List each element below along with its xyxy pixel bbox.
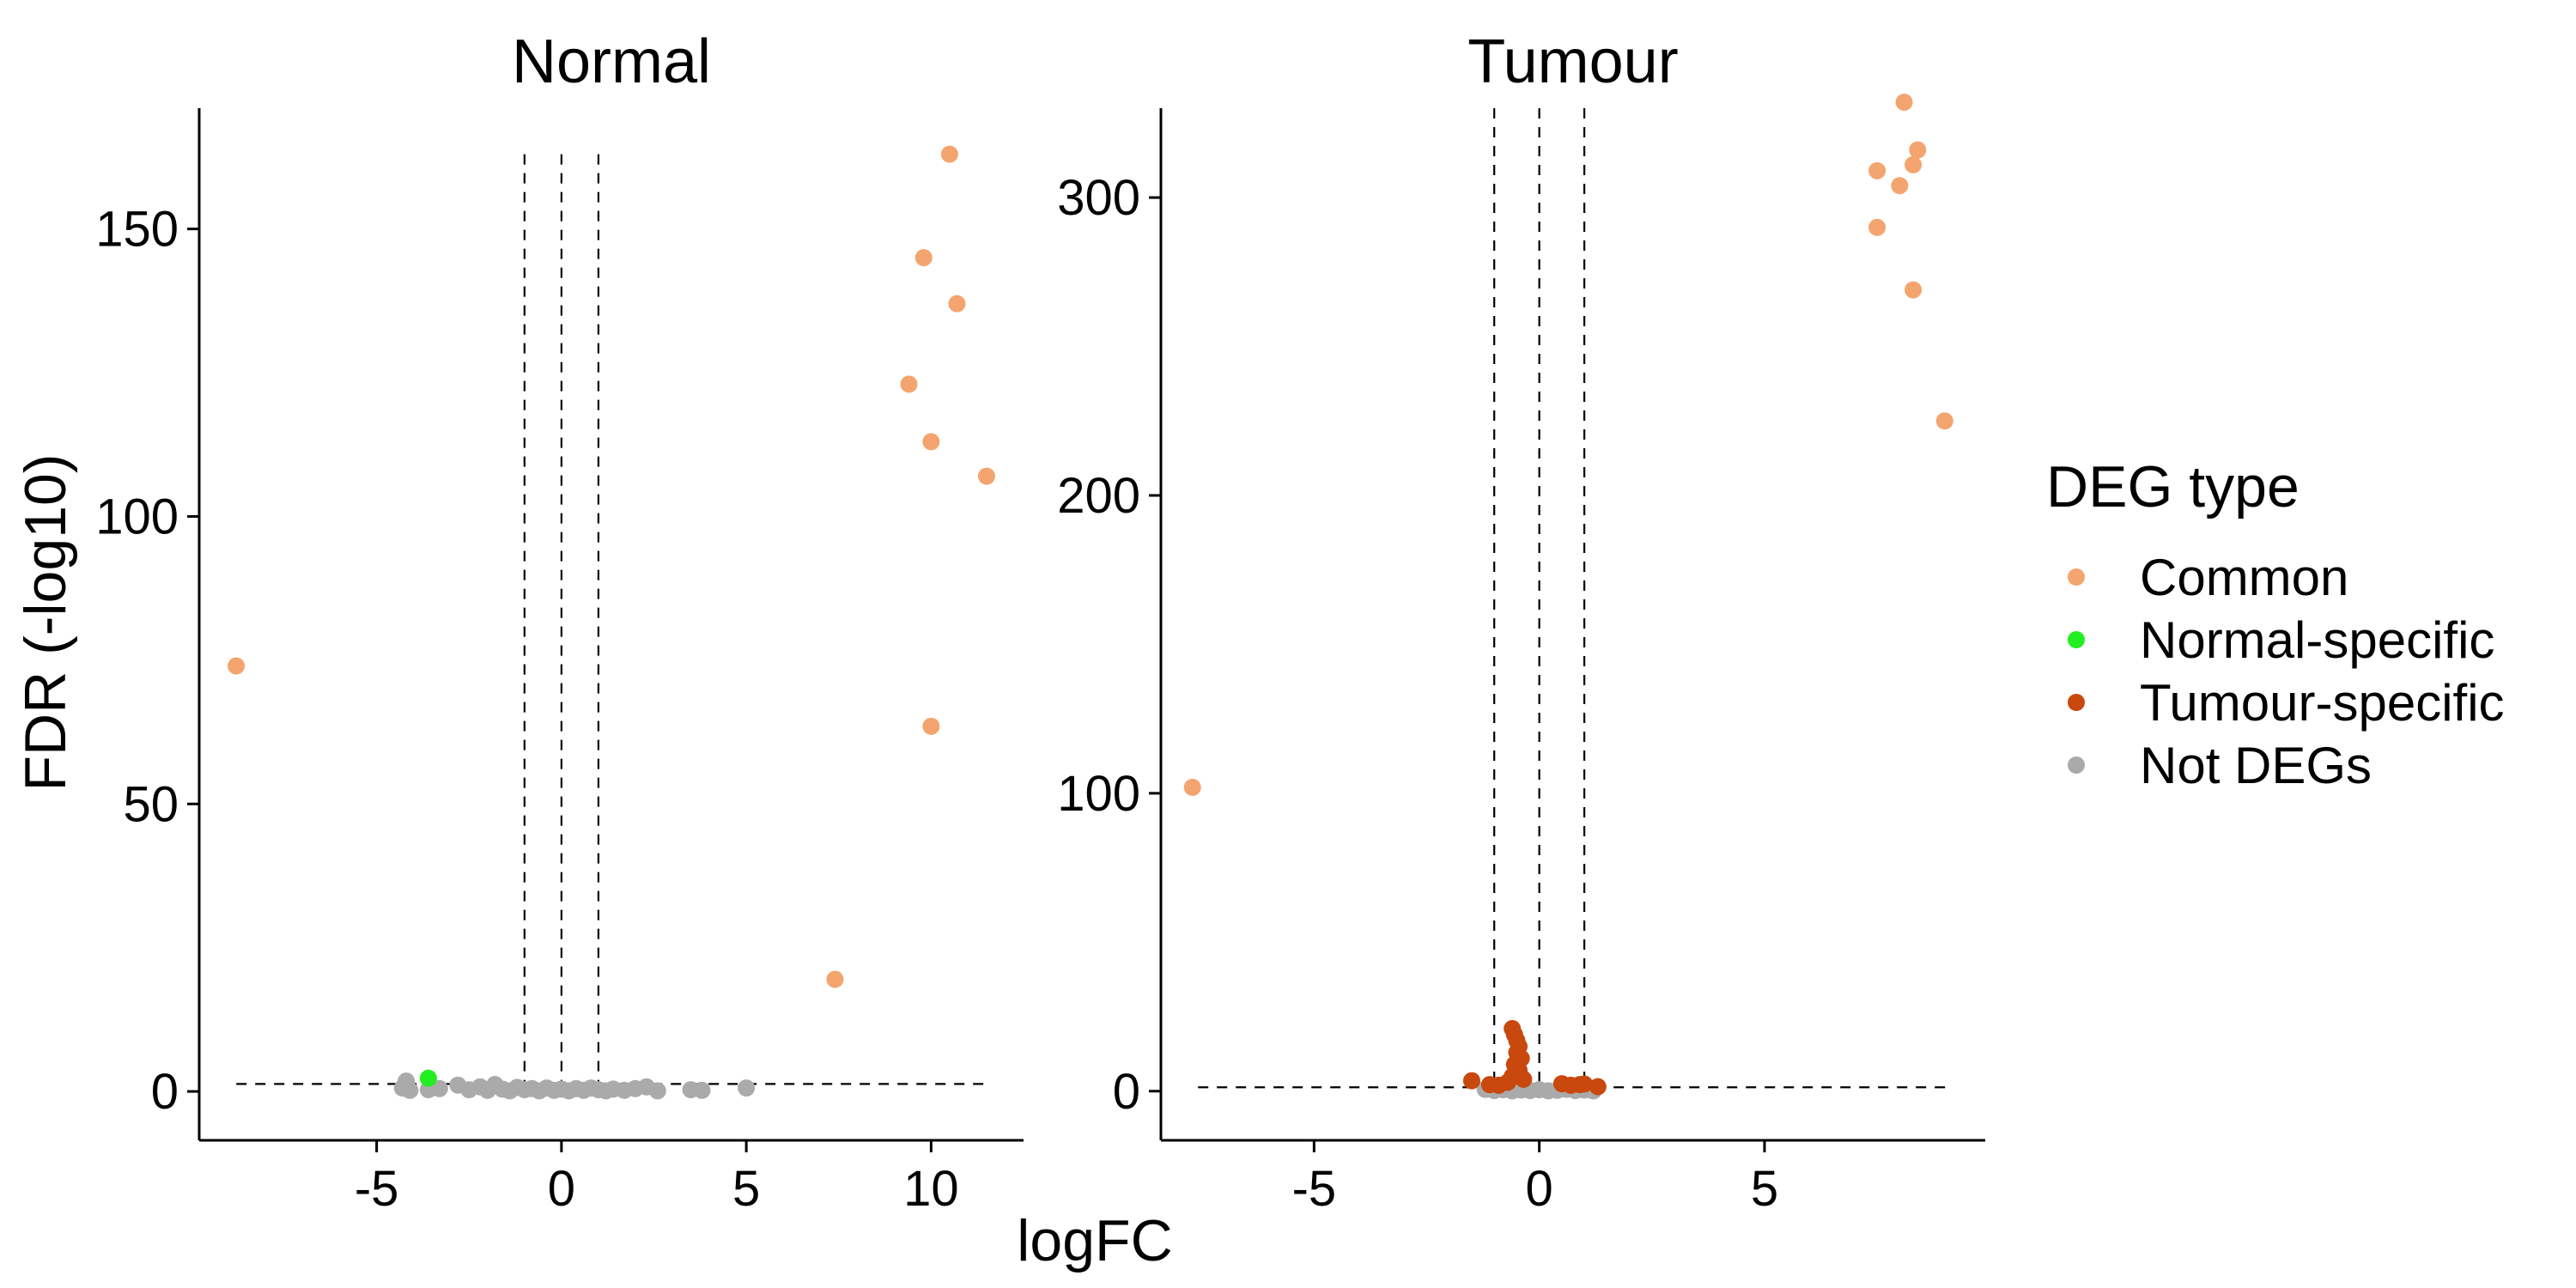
- legend-label-tumour-specific: Tumour-specific: [2140, 674, 2505, 732]
- y-tick-label: 0: [1113, 1064, 1140, 1120]
- point-not-degs: [693, 1081, 711, 1099]
- point-tumour-specific: [1576, 1075, 1594, 1093]
- point-common: [1183, 778, 1201, 796]
- panel-tumour: Tumour 0 100 200 300 -5 0 5: [1057, 27, 1985, 1217]
- panel-normal: Normal 0 50 100 150 -5 0 5 10: [95, 27, 1024, 1217]
- legend-label-not-degs: Not DEGs: [2140, 737, 2372, 794]
- x-tick-label: 10: [903, 1161, 959, 1217]
- point-normal-specific: [419, 1069, 437, 1087]
- panel-title: Normal: [512, 27, 711, 96]
- point-common: [977, 467, 995, 485]
- point-common: [948, 295, 966, 313]
- legend-label-common: Common: [2140, 549, 2348, 606]
- legend-key-not-degs: [2068, 756, 2085, 774]
- point-common: [1868, 161, 1886, 179]
- legend-key-common: [2068, 568, 2085, 586]
- point-common: [922, 433, 940, 451]
- point-tumour-specific: [1589, 1078, 1607, 1096]
- point-common: [1909, 141, 1927, 159]
- point-common: [1905, 281, 1923, 299]
- x-tick-label: 0: [548, 1161, 575, 1217]
- point-common: [914, 249, 933, 267]
- y-tick-label: 100: [95, 489, 179, 544]
- x-tick-label: -5: [355, 1161, 399, 1217]
- point-tumour-specific: [1490, 1076, 1508, 1094]
- y-tick-label: 50: [123, 776, 179, 832]
- legend-key-tumour-specific: [2068, 694, 2085, 711]
- y-tick-label: 0: [151, 1064, 179, 1120]
- legend-label-normal-specific: Normal-specific: [2140, 611, 2494, 669]
- point-not-degs: [738, 1079, 756, 1097]
- point-common: [900, 375, 918, 393]
- panels: Normal 0 50 100 150 -5 0 5 10 Tumour 0 100 200 300 -5 0…: [95, 27, 1985, 1217]
- y-tick-label: 200: [1057, 468, 1140, 524]
- point-common: [228, 657, 246, 675]
- point-common: [1935, 412, 1953, 430]
- point-not-degs: [430, 1079, 448, 1097]
- y-tick-label: 100: [1057, 766, 1140, 822]
- y-axis-title: FDR (-log10): [13, 454, 78, 792]
- point-common: [922, 717, 940, 735]
- point-tumour-specific: [1462, 1072, 1480, 1090]
- point-common: [1895, 94, 1913, 112]
- x-tick-label: 0: [1526, 1161, 1553, 1217]
- point-not-degs: [401, 1081, 419, 1099]
- x-tick-label: 5: [1751, 1161, 1778, 1217]
- point-common: [940, 145, 958, 163]
- point-not-degs: [648, 1082, 666, 1100]
- x-axis-title: logFC: [1017, 1208, 1172, 1273]
- x-tick-label: -5: [1292, 1161, 1337, 1217]
- legend-title: DEG type: [2046, 454, 2300, 519]
- point-tumour-specific: [1515, 1070, 1533, 1088]
- legend: DEG type CommonNormal-specificTumour-spe…: [2046, 454, 2505, 794]
- panel-title: Tumour: [1467, 27, 1678, 96]
- x-tick-label: 5: [732, 1161, 760, 1217]
- point-common: [1905, 155, 1923, 173]
- point-common: [1868, 218, 1886, 236]
- point-common: [1891, 177, 1909, 195]
- point-common: [826, 970, 844, 988]
- y-tick-label: 150: [95, 202, 179, 258]
- y-tick-label: 300: [1057, 170, 1140, 226]
- legend-key-normal-specific: [2068, 631, 2085, 648]
